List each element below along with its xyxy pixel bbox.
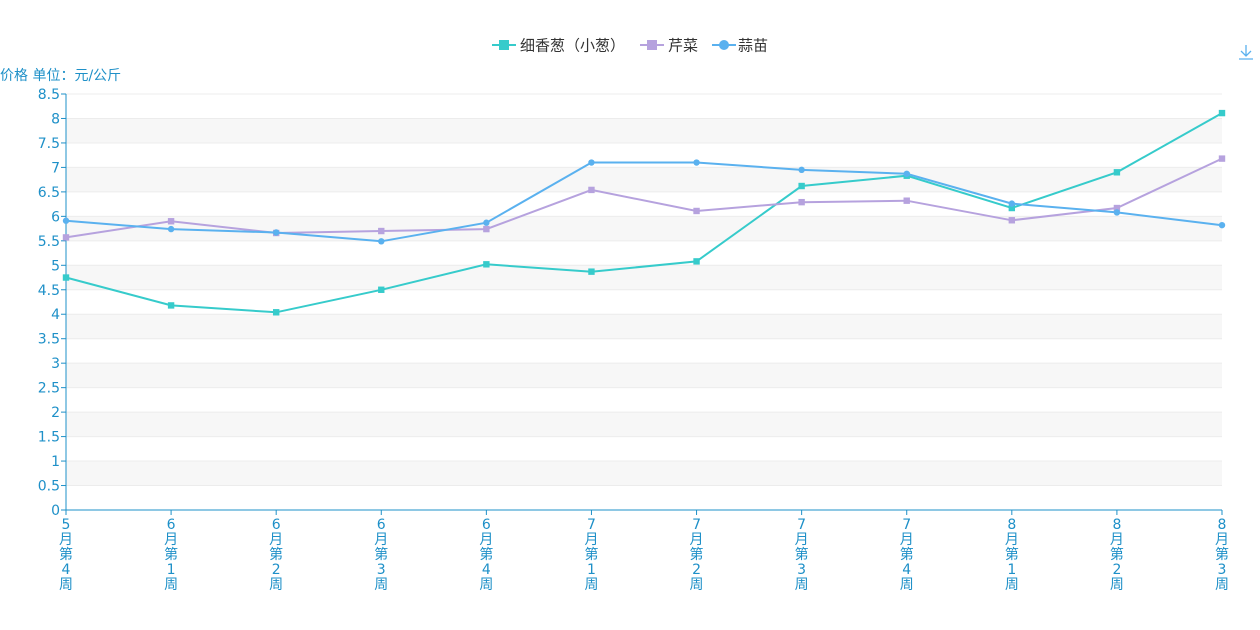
x-tick-label: 7 月第 4 周 — [900, 517, 914, 593]
y-tick-label: 8 — [51, 111, 60, 127]
y-axis-label: 价格 单位：元/公斤 — [0, 68, 121, 84]
y-tick-label: 4.5 — [38, 283, 60, 299]
data-point[interactable] — [62, 234, 70, 241]
data-point[interactable] — [1008, 200, 1016, 207]
data-point[interactable] — [167, 218, 175, 225]
axes — [65, 94, 1222, 511]
data-point[interactable] — [1113, 209, 1121, 216]
x-tick-label: 7 月第 1 周 — [584, 517, 598, 593]
data-point[interactable] — [798, 198, 805, 206]
data-point[interactable] — [378, 286, 385, 293]
grid-band — [66, 216, 1222, 241]
y-tick-label: 4 — [51, 307, 60, 323]
data-point[interactable] — [588, 268, 595, 275]
legend-item[interactable]: 芹菜 — [640, 37, 698, 55]
data-point[interactable] — [588, 186, 595, 194]
data-point[interactable] — [272, 309, 280, 316]
x-tick-label: 8 月第 3 周 — [1215, 517, 1229, 593]
x-axis-ticks: 5 月第 4 周 6 月第 1 周 6 月第 2 周 6 月第 3 周 6 月第 4 周 7 月第 1 周 7 月第 2 周 7 月第 3 周… — [59, 510, 1229, 593]
x-tick-label: 8 月第 1 周 — [1005, 517, 1019, 593]
legend-marker — [499, 40, 509, 50]
x-tick-label: 7 月第 3 周 — [795, 517, 809, 593]
data-point[interactable] — [903, 170, 910, 177]
y-tick-label: 2 — [51, 405, 60, 421]
legend: 细香葱（小葱） 芹菜 蒜苗 — [492, 37, 768, 55]
legend-item[interactable]: 细香葱（小葱） — [492, 37, 625, 55]
series-3 — [62, 159, 1226, 245]
data-point[interactable] — [1218, 155, 1226, 162]
y-tick-label: 6 — [51, 209, 60, 225]
legend-label: 芹菜 — [668, 37, 698, 55]
series-line — [65, 161, 1223, 243]
legend-item[interactable]: 蒜苗 — [712, 37, 768, 55]
grid-band — [66, 167, 1222, 192]
data-point[interactable] — [62, 217, 70, 224]
y-tick-label: 1 — [51, 454, 60, 470]
x-tick-label: 6 月第 3 周 — [374, 517, 388, 593]
y-tick-label: 5.5 — [38, 234, 60, 250]
data-point[interactable] — [1008, 204, 1016, 212]
legend-marker — [647, 40, 657, 50]
data-point[interactable] — [903, 197, 910, 204]
data-point[interactable] — [272, 229, 280, 236]
data-point[interactable] — [62, 274, 70, 281]
legend-marker — [719, 40, 729, 50]
data-point[interactable] — [483, 261, 490, 268]
grid-band — [66, 314, 1222, 339]
data-point[interactable] — [167, 225, 175, 233]
x-tick-label: 7 月第 2 周 — [690, 517, 704, 593]
x-tick-label: 6 月第 2 周 — [269, 517, 283, 593]
data-point[interactable] — [378, 227, 385, 235]
y-tick-label: 3 — [51, 356, 60, 372]
grid-band — [66, 461, 1222, 486]
x-tick-label: 6 月第 1 周 — [164, 517, 178, 593]
grid-bands — [66, 118, 1222, 486]
series-line — [65, 112, 1223, 314]
data-point[interactable] — [588, 159, 595, 166]
y-tick-label: 3.5 — [38, 332, 60, 348]
y-axis-ticks: 0 0.5 1 1.5 2 2.5 3 3.5 4 4.5 5 5.5 6 6.5 7 7.5 8 8.5 — [38, 87, 66, 519]
y-tick-label: 6.5 — [38, 185, 60, 201]
y-tick-label: 7.5 — [38, 136, 60, 152]
legend-label: 蒜苗 — [738, 37, 768, 55]
y-tick-label: 2.5 — [38, 381, 60, 397]
y-tick-label: 5 — [51, 258, 60, 274]
data-point[interactable] — [798, 166, 805, 174]
data-point[interactable] — [483, 225, 490, 233]
grid-band — [66, 412, 1222, 437]
data-point[interactable] — [1218, 109, 1226, 117]
data-point[interactable] — [483, 219, 490, 226]
y-tick-label: 8.5 — [38, 87, 60, 103]
x-tick-label: 5 月第 4 周 — [59, 517, 73, 593]
grid-band — [66, 363, 1222, 388]
data-point[interactable] — [798, 182, 805, 190]
grid-band — [66, 118, 1222, 143]
data-point[interactable] — [1113, 169, 1121, 176]
legend-label: 细香葱（小葱） — [520, 37, 625, 55]
y-tick-label: 0 — [51, 503, 60, 519]
series-1 — [62, 109, 1226, 316]
data-point[interactable] — [1218, 221, 1226, 229]
data-point[interactable] — [1008, 217, 1016, 224]
download-icon[interactable] — [1239, 45, 1253, 60]
data-point[interactable] — [1113, 204, 1121, 212]
grid-band — [66, 265, 1222, 290]
data-point[interactable] — [693, 159, 700, 166]
grid-lines — [66, 93, 1222, 487]
data-point[interactable] — [693, 207, 700, 215]
x-tick-label: 8 月第 2 周 — [1110, 517, 1124, 593]
data-point[interactable] — [167, 302, 175, 309]
data-point[interactable] — [378, 238, 385, 245]
y-tick-label: 1.5 — [38, 430, 60, 446]
y-tick-label: 0.5 — [38, 479, 60, 495]
series-lines — [62, 109, 1226, 316]
y-tick-label: 7 — [51, 160, 60, 176]
data-point[interactable] — [693, 258, 700, 265]
x-tick-label: 6 月第 4 周 — [479, 517, 493, 593]
